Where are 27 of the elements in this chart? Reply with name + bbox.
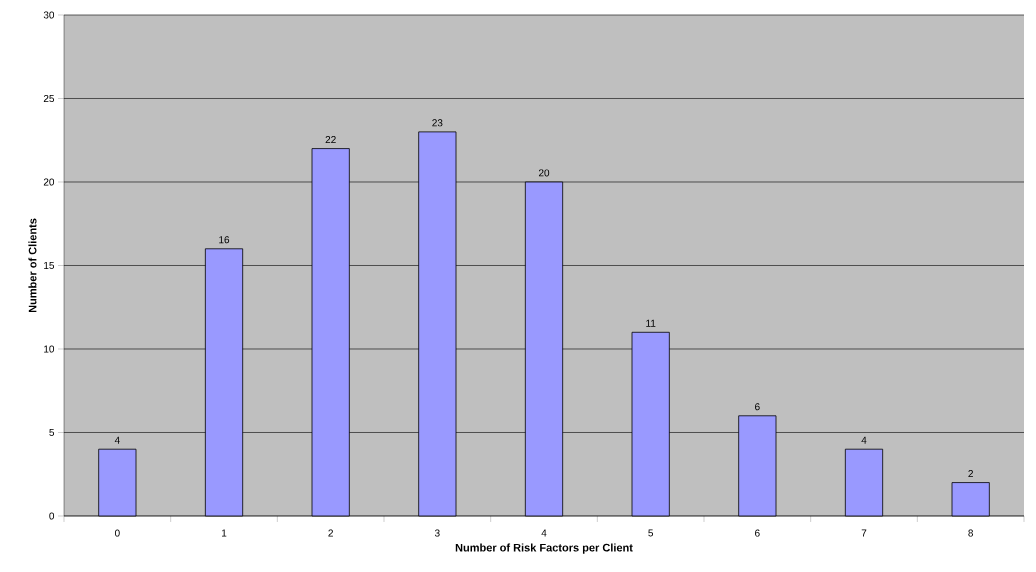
y-tick-label: 20 <box>43 178 55 186</box>
y-tick-label: 30 <box>43 11 55 19</box>
x-tick-label: 5 <box>648 529 654 537</box>
y-tick-label: 25 <box>43 94 55 103</box>
data-label: 4 <box>861 436 867 444</box>
x-axis-title: Number of Risk Factors per Client <box>455 543 633 554</box>
data-label: 20 <box>538 169 550 177</box>
data-label: 11 <box>646 319 656 327</box>
data-label: 4 <box>114 436 120 444</box>
data-label: 23 <box>432 119 443 127</box>
data-label: 6 <box>755 403 760 411</box>
data-label: 2 <box>968 470 973 478</box>
data-label: 16 <box>219 236 230 244</box>
y-axis-title: Number of Clients <box>28 218 37 313</box>
y-tick-label: 10 <box>44 345 55 353</box>
x-tick-label: 4 <box>541 529 547 537</box>
y-tick-label: 0 <box>49 512 55 520</box>
data-label: 22 <box>325 136 336 144</box>
x-tick-label: 2 <box>328 529 333 537</box>
y-tick-label: 15 <box>44 261 55 269</box>
y-tick-label: 5 <box>49 428 55 436</box>
x-tick-label: 3 <box>434 529 440 537</box>
x-tick-label: 8 <box>968 529 974 537</box>
x-tick-label: 6 <box>755 529 760 537</box>
x-tick-label: 7 <box>861 529 867 537</box>
x-tick-label: 1 <box>222 529 227 537</box>
x-tick-label: 0 <box>114 529 120 537</box>
